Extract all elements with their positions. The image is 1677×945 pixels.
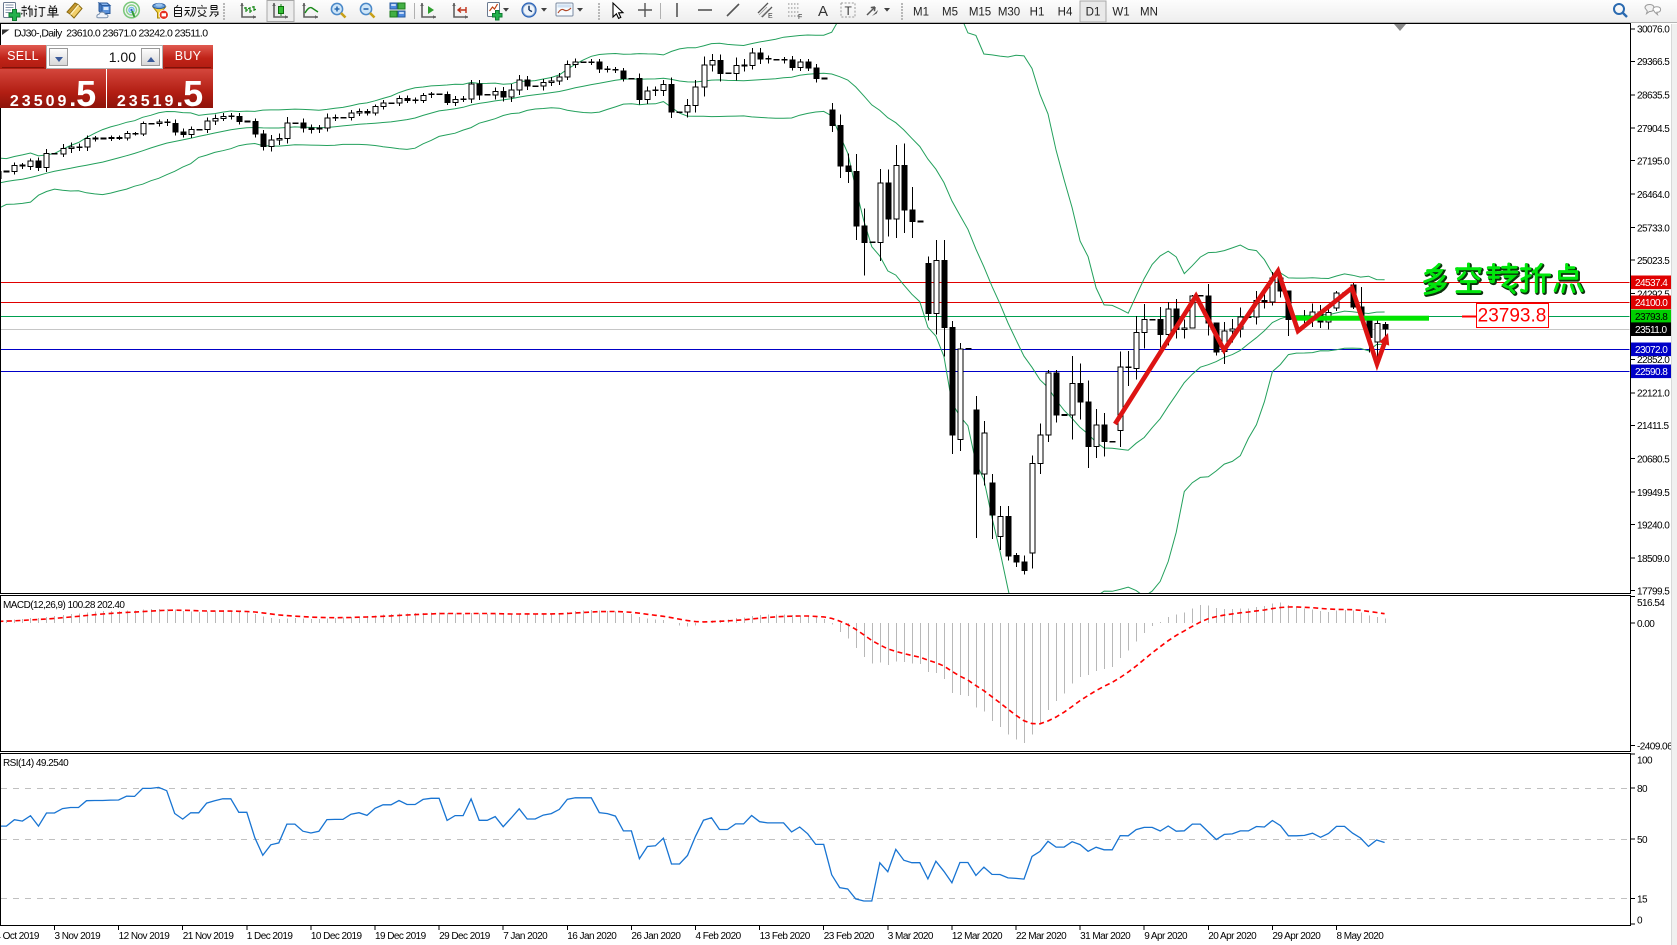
svg-text:12 Mar 2020: 12 Mar 2020 [952, 931, 1003, 942]
svg-text:W1: W1 [1112, 7, 1129, 19]
svg-text:24100.0: 24100.0 [1635, 298, 1668, 309]
svg-text:16 Jan 2020: 16 Jan 2020 [567, 931, 617, 942]
svg-text:T: T [845, 4, 853, 18]
svg-text:80: 80 [1637, 784, 1648, 795]
svg-text:13 Feb 2020: 13 Feb 2020 [760, 931, 811, 942]
svg-text:30076.0: 30076.0 [1637, 25, 1670, 36]
svg-text:50: 50 [1637, 835, 1648, 846]
svg-text:4 Feb 2020: 4 Feb 2020 [696, 931, 742, 942]
svg-text:22590.8: 22590.8 [1635, 367, 1668, 378]
svg-text:31 Mar 2020: 31 Mar 2020 [1080, 931, 1131, 942]
svg-text:22 Mar 2020: 22 Mar 2020 [1016, 931, 1067, 942]
svg-text:22121.0: 22121.0 [1637, 389, 1670, 400]
svg-text:27904.5: 27904.5 [1637, 124, 1670, 135]
svg-text:19949.5: 19949.5 [1637, 488, 1670, 499]
svg-text:26 Jan 2020: 26 Jan 2020 [631, 931, 681, 942]
svg-text:12 Nov 2019: 12 Nov 2019 [119, 931, 171, 942]
svg-text:23511.0: 23511.0 [1635, 325, 1668, 336]
svg-text:21411.5: 21411.5 [1637, 421, 1670, 432]
svg-text:25023.5: 25023.5 [1637, 256, 1670, 267]
svg-text:M30: M30 [998, 7, 1020, 19]
svg-text:17799.5: 17799.5 [1637, 586, 1670, 597]
svg-text:D1: D1 [1086, 7, 1101, 19]
svg-text:H4: H4 [1058, 7, 1073, 19]
svg-text:3 Mar 2020: 3 Mar 2020 [888, 931, 934, 942]
svg-text:M5: M5 [942, 7, 958, 19]
svg-text:-2409.06: -2409.06 [1637, 741, 1673, 752]
svg-text:1 Dec 2019: 1 Dec 2019 [247, 931, 294, 942]
svg-text:7 Jan 2020: 7 Jan 2020 [503, 931, 548, 942]
svg-text:9 Apr 2020: 9 Apr 2020 [1144, 931, 1188, 942]
svg-text:29 Apr 2020: 29 Apr 2020 [1272, 931, 1321, 942]
svg-text:100: 100 [1637, 755, 1653, 766]
svg-text:29366.5: 29366.5 [1637, 57, 1670, 68]
svg-text:M15: M15 [969, 7, 991, 19]
svg-text:24 Oct 2019: 24 Oct 2019 [0, 931, 40, 942]
svg-text:8 May 2020: 8 May 2020 [1337, 931, 1385, 942]
svg-text:A: A [818, 3, 828, 20]
svg-text:24292.5: 24292.5 [1637, 289, 1670, 300]
svg-text:23793.8: 23793.8 [1478, 306, 1547, 327]
svg-text:19240.0: 19240.0 [1637, 520, 1670, 531]
svg-text:18509.0: 18509.0 [1637, 554, 1670, 565]
svg-text:M1: M1 [913, 7, 929, 19]
svg-text:19 Dec 2019: 19 Dec 2019 [375, 931, 427, 942]
svg-text:15: 15 [1637, 894, 1648, 905]
svg-text:21 Nov 2019: 21 Nov 2019 [183, 931, 235, 942]
svg-text:MACD(12,26,9) 100.28 202.40: MACD(12,26,9) 100.28 202.40 [3, 600, 125, 611]
svg-text:29 Dec 2019: 29 Dec 2019 [439, 931, 491, 942]
svg-text:3 Nov 2019: 3 Nov 2019 [55, 931, 102, 942]
svg-text:0.00: 0.00 [1637, 619, 1655, 630]
svg-text:28635.5: 28635.5 [1637, 91, 1670, 102]
svg-text:25733.0: 25733.0 [1637, 223, 1670, 234]
svg-text:23 Feb 2020: 23 Feb 2020 [824, 931, 875, 942]
svg-text:E: E [768, 13, 773, 20]
svg-text:20 Apr 2020: 20 Apr 2020 [1208, 931, 1257, 942]
svg-text:22852.0: 22852.0 [1637, 355, 1670, 366]
svg-text:516.54: 516.54 [1637, 598, 1665, 609]
svg-text:RSI(14) 49.2540: RSI(14) 49.2540 [3, 758, 69, 769]
svg-text:H1: H1 [1030, 7, 1045, 19]
svg-text:20680.5: 20680.5 [1637, 455, 1670, 466]
svg-text:24537.4: 24537.4 [1635, 278, 1668, 289]
svg-text:10 Dec 2019: 10 Dec 2019 [311, 931, 363, 942]
svg-text:26464.0: 26464.0 [1637, 190, 1670, 201]
svg-text:27195.0: 27195.0 [1637, 157, 1670, 168]
svg-text:23793.8: 23793.8 [1635, 312, 1668, 323]
svg-text:DJ30-,Daily 23610.0 23671.0 2: DJ30-,Daily 23610.0 23671.0 23242.0 2351… [14, 28, 208, 40]
svg-text:23072.0: 23072.0 [1635, 345, 1668, 356]
svg-text:MN: MN [1140, 7, 1158, 19]
svg-text:F: F [798, 14, 802, 21]
svg-text:0: 0 [1637, 915, 1643, 926]
